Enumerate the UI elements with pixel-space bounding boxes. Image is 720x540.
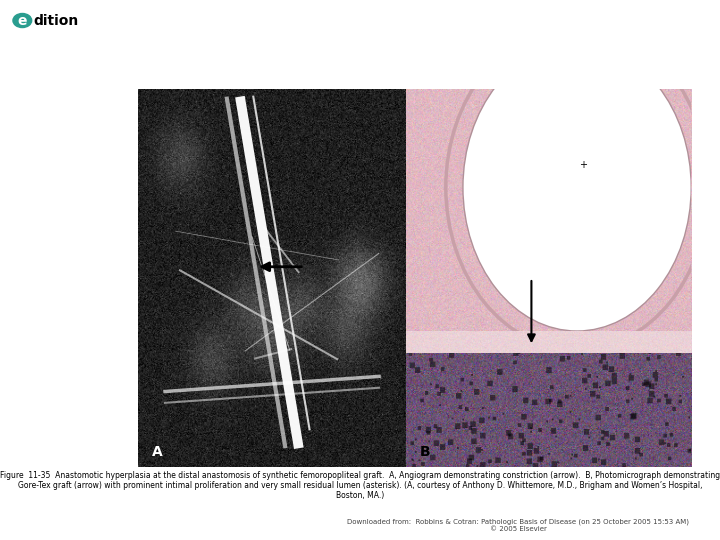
Text: e: e — [17, 14, 27, 28]
Text: Gore-Tex graft (arrow) with prominent intimal proliferation and very small resid: Gore-Tex graft (arrow) with prominent in… — [18, 481, 702, 490]
Text: Figure  11-35  Anastomotic hyperplasia at the distal anastomosis of synthetic fe: Figure 11-35 Anastomotic hyperplasia at … — [0, 471, 720, 481]
Ellipse shape — [463, 44, 691, 331]
Text: dition: dition — [34, 14, 79, 28]
Circle shape — [13, 14, 32, 28]
Text: Downloaded from:  Robbins & Cotran: Pathologic Basis of Disease (on 25 October 2: Downloaded from: Robbins & Cotran: Patho… — [347, 518, 690, 525]
Text: A: A — [152, 445, 163, 459]
Text: © Elsevier 2005: © Elsevier 2005 — [367, 451, 462, 464]
Text: © 2005 Elsevier: © 2005 Elsevier — [490, 526, 546, 532]
Text: Boston, MA.): Boston, MA.) — [336, 491, 384, 500]
Text: B: B — [420, 445, 431, 459]
Text: +: + — [579, 160, 587, 170]
